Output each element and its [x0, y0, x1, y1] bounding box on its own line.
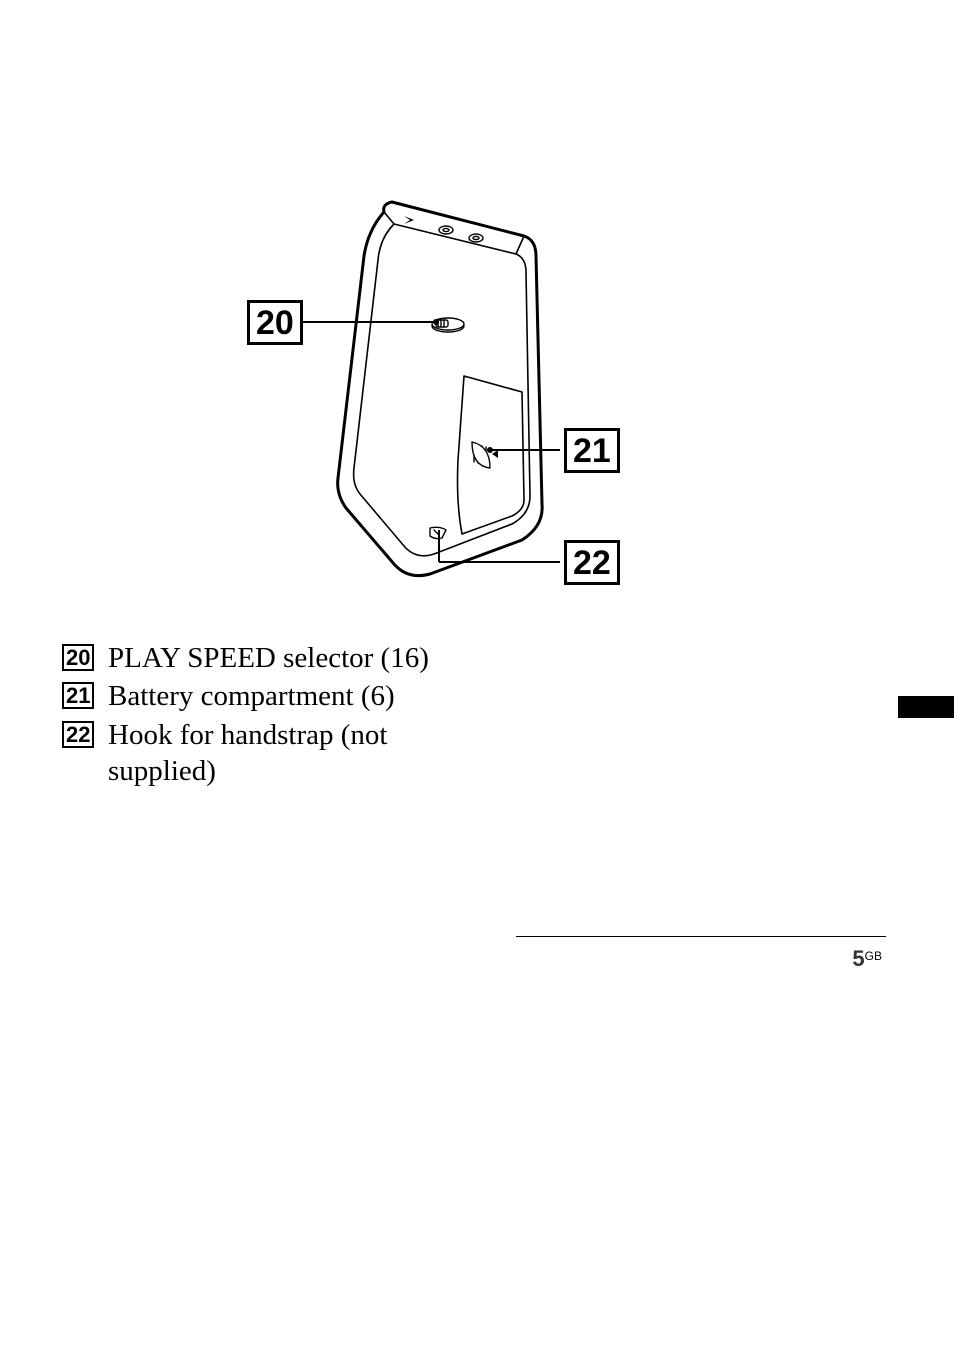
page-number: 5GB [852, 946, 882, 972]
legend-num-21: 21 [62, 682, 94, 709]
legend-text-20: PLAY SPEED selector (16) [108, 640, 429, 676]
page-number-suffix: GB [865, 949, 882, 963]
callout-20-num: 20 [256, 304, 294, 342]
legend-text-22: Hook for handstrap (not supplied) [108, 717, 418, 790]
callout-21: 21 [564, 428, 620, 473]
manual-page: 20 21 22 20 PLAY SPEED selector (16) 21 … [0, 0, 954, 1345]
legend-row: 20 PLAY SPEED selector (16) [62, 640, 662, 676]
callout-22: 22 [564, 540, 620, 585]
device-illustration [300, 200, 580, 600]
legend-num-20: 20 [62, 644, 94, 671]
legend-num-22: 22 [62, 721, 94, 748]
page-number-current: 5 [852, 946, 864, 971]
parts-legend: 20 PLAY SPEED selector (16) 21 Battery c… [62, 640, 662, 791]
legend-row: 21 Battery compartment (6) [62, 678, 662, 714]
device-diagram: 20 21 22 [240, 200, 600, 600]
section-tab [898, 696, 954, 718]
legend-row: 22 Hook for handstrap (not supplied) [62, 717, 662, 790]
callout-22-num: 22 [573, 544, 611, 582]
callout-21-num: 21 [573, 432, 611, 470]
page-rule [516, 936, 886, 937]
callout-20: 20 [247, 300, 303, 345]
legend-text-21: Battery compartment (6) [108, 678, 395, 714]
